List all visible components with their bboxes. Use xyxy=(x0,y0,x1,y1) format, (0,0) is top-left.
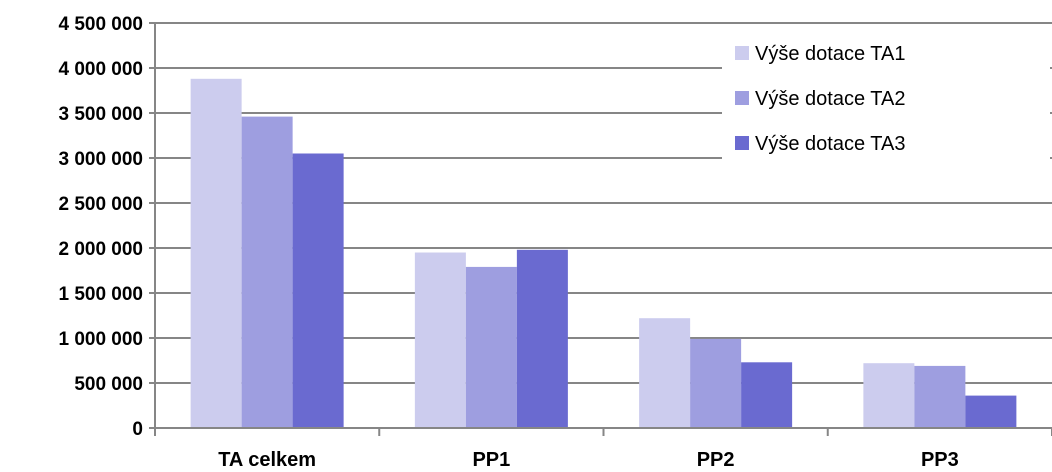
legend-label-ta3: Výše dotace TA3 xyxy=(755,133,905,155)
legend-swatch-ta1 xyxy=(735,46,749,60)
y-tick-label: 0 xyxy=(132,419,143,440)
legend-swatch-ta3 xyxy=(735,136,749,150)
y-tick-label: 3 000 000 xyxy=(58,149,143,170)
x-axis-category-labels: TA celkem PP1 PP2 PP3 xyxy=(218,449,959,471)
y-tick-label: 4 000 000 xyxy=(58,59,143,80)
legend-background xyxy=(722,30,1050,172)
y-tick-label: 1 000 000 xyxy=(58,329,143,350)
y-axis-tick-labels: 0 500 000 1 000 000 1 500 000 2 000 000 2 500… xyxy=(58,14,143,440)
y-tick-label: 500 000 xyxy=(74,374,143,395)
x-category-label: PP1 xyxy=(472,449,510,471)
y-tick-label: 4 500 000 xyxy=(58,14,143,35)
bar-ta2-4 xyxy=(914,365,966,428)
x-category-label: PP2 xyxy=(697,449,735,471)
y-tick-label: 3 500 000 xyxy=(58,104,143,125)
bar-ta2-1 xyxy=(241,116,293,428)
bar-ta1-1 xyxy=(190,78,242,429)
x-category-label: PP3 xyxy=(921,449,959,471)
bar-ta2-3 xyxy=(690,338,742,428)
legend-swatch-ta2 xyxy=(735,91,749,105)
bar-ta1-4 xyxy=(863,363,915,428)
axes xyxy=(149,23,1052,436)
x-category-label: TA celkem xyxy=(218,449,316,471)
bar-ta3-2 xyxy=(516,249,568,428)
bar-ta1-2 xyxy=(414,252,466,428)
bar-ta1-3 xyxy=(639,318,691,428)
bar-ta3-3 xyxy=(741,362,793,428)
y-tick-label: 2 000 000 xyxy=(58,239,143,260)
bar-ta3-4 xyxy=(965,395,1017,428)
legend-label-ta1: Výše dotace TA1 xyxy=(755,43,905,65)
legend: Výše dotace TA1 Výše dotace TA2 Výše dot… xyxy=(722,30,1050,172)
y-tick-label: 1 500 000 xyxy=(58,284,143,305)
bar-ta3-1 xyxy=(292,153,344,428)
bars xyxy=(190,78,1017,429)
y-tick-label: 2 500 000 xyxy=(58,194,143,215)
bar-ta2-2 xyxy=(465,266,517,428)
legend-label-ta2: Výše dotace TA2 xyxy=(755,88,905,110)
